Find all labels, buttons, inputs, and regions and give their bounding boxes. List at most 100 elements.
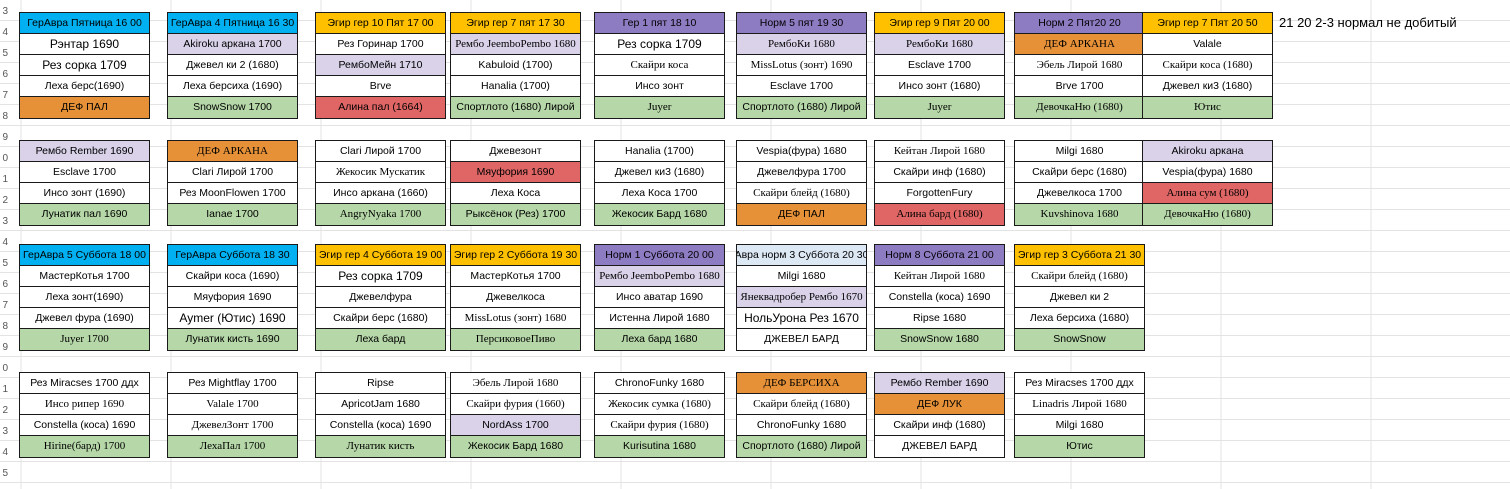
block-cell[interactable]: ДЕФ АРКАНА [1015, 34, 1144, 55]
block-cell[interactable]: Джевел ки 2 [1015, 287, 1144, 308]
block-header-cell[interactable]: ДЕФ АРКАНА [168, 141, 297, 162]
block-header-cell[interactable]: Норм 8 Суббота 21 00 [875, 245, 1004, 266]
block-cell[interactable]: Скайри блейд (1680) [1015, 266, 1144, 287]
block-cell[interactable]: Инсо зонт [595, 76, 724, 97]
block-cell[interactable]: Алина пал (1664) [316, 97, 445, 118]
block-cell[interactable]: Инсо зонт (1690) [20, 183, 149, 204]
block-cell[interactable]: Инсо рипер 1690 [20, 394, 149, 415]
row-number[interactable]: 9 [2, 342, 8, 353]
block-cell[interactable]: Esclave 1700 [20, 162, 149, 183]
block-header-cell[interactable]: Джевезонт [451, 141, 580, 162]
block-cell[interactable]: Леха берсиха (1690) [168, 76, 297, 97]
block-cell[interactable]: Скайри коса (1680) [1143, 55, 1272, 76]
block-cell[interactable]: Джевелфура 1700 [737, 162, 866, 183]
block-cell[interactable]: Рыксёнок (Рез) 1700 [451, 204, 580, 225]
row-number[interactable]: 3 [2, 6, 8, 17]
block-cell[interactable]: Леха Коса [451, 183, 580, 204]
block-cell[interactable]: Джевелкоса 1700 [1015, 183, 1144, 204]
block-cell[interactable]: Инсо зонт (1680) [875, 76, 1004, 97]
block-cell[interactable]: Kurisutina 1680 [595, 436, 724, 457]
block-cell[interactable]: Скайри инф (1680) [875, 162, 1004, 183]
row-number[interactable]: 0 [2, 153, 8, 164]
row-number[interactable]: 6 [2, 69, 8, 80]
block-cell[interactable]: Жекосик сумка (1680) [595, 394, 724, 415]
block-cell[interactable]: Kuvshinova 1680 [1015, 204, 1144, 225]
block-cell[interactable]: Juyer [595, 97, 724, 118]
block-header-cell[interactable]: Рез Mightflay 1700 [168, 373, 297, 394]
row-number[interactable]: 1 [2, 174, 8, 185]
block-cell[interactable]: Ripse 1680 [875, 308, 1004, 329]
block-cell[interactable]: Juyer 1700 [20, 329, 149, 350]
block-cell[interactable]: Скайри фурия (1680) [595, 415, 724, 436]
block-cell[interactable]: ForgottenFury [875, 183, 1004, 204]
block-cell[interactable]: Джевел ки3 (1680) [595, 162, 724, 183]
block-cell[interactable]: Constella (коса) 1690 [316, 415, 445, 436]
block-header-cell[interactable]: Akiroku аркана [1143, 141, 1272, 162]
block-cell[interactable]: Спортлото (1680) Лирой [737, 97, 866, 118]
block-cell[interactable]: МастерКотья 1700 [20, 266, 149, 287]
block-header-cell[interactable]: Кейтан Лирой 1680 [875, 141, 1004, 162]
row-number[interactable]: 5 [2, 258, 8, 269]
block-header-cell[interactable]: Vespia(фура) 1680 [737, 141, 866, 162]
block-cell[interactable]: ДЕФ ЛУК [875, 394, 1004, 415]
block-cell[interactable]: Инсо аркана (1660) [316, 183, 445, 204]
block-cell[interactable]: ЛехаПал 1700 [168, 436, 297, 457]
block-header-cell[interactable]: ChronoFunky 1680 [595, 373, 724, 394]
block-cell[interactable]: Джевел фура (1690) [20, 308, 149, 329]
block-cell[interactable]: Кейтан Лирой 1680 [875, 266, 1004, 287]
block-header-cell[interactable]: ГерАвра 5 Суббота 18 00 [20, 245, 149, 266]
block-header-cell[interactable]: Эгир гер 4 Суббота 19 00 [316, 245, 445, 266]
block-cell[interactable]: Жекосик Мускатик [316, 162, 445, 183]
block-cell[interactable]: ДЕФ ПАЛ [737, 204, 866, 225]
block-cell[interactable]: Спортлото (1680) Лирой [737, 436, 866, 457]
block-cell[interactable]: Рез сорка 1709 [595, 34, 724, 55]
block-header-cell[interactable]: Рембо Rember 1690 [875, 373, 1004, 394]
block-cell[interactable]: ПерсиковоеПиво [451, 329, 580, 350]
block-cell[interactable]: ДЖЕВЕЛ БАРД [737, 329, 866, 350]
row-number[interactable]: 4 [2, 27, 8, 38]
block-cell[interactable]: Valale [1143, 34, 1272, 55]
block-cell[interactable]: Рембо JeemboPembo 1680 [451, 34, 580, 55]
block-cell[interactable]: ДжевелЗонт 1700 [168, 415, 297, 436]
block-cell[interactable]: SnowSnow [1015, 329, 1144, 350]
block-cell[interactable]: Скайри коса (1690) [168, 266, 297, 287]
block-header-cell[interactable]: Рембо Rember 1690 [20, 141, 149, 162]
row-number[interactable]: 1 [2, 384, 8, 395]
row-number[interactable]: 7 [2, 300, 8, 311]
block-header-cell[interactable]: ГерАвра Суббота 18 30 [168, 245, 297, 266]
block-cell[interactable]: NordAss 1700 [451, 415, 580, 436]
block-cell[interactable]: Рэнтар 1690 [20, 34, 149, 55]
block-header-cell[interactable]: Эгир гер 7 пят 17 30 [451, 13, 580, 34]
block-cell[interactable]: Juyer [875, 97, 1004, 118]
block-cell[interactable]: Леха бард 1680 [595, 329, 724, 350]
row-number[interactable]: 2 [2, 405, 8, 416]
block-cell[interactable]: AngryNyaka 1700 [316, 204, 445, 225]
block-header-cell[interactable]: Ripse [316, 373, 445, 394]
block-cell[interactable]: Clari Лирой 1700 [168, 162, 297, 183]
row-number[interactable]: 5 [2, 48, 8, 59]
block-cell[interactable]: ApricotJam 1680 [316, 394, 445, 415]
block-cell[interactable]: Скайри берс (1680) [1015, 162, 1144, 183]
block-cell[interactable]: SnowSnow 1680 [875, 329, 1004, 350]
block-cell[interactable]: Скайри фурия (1660) [451, 394, 580, 415]
block-cell[interactable]: Ютис [1143, 97, 1272, 118]
block-cell[interactable]: Леха Коса 1700 [595, 183, 724, 204]
row-number[interactable]: 4 [2, 447, 8, 458]
block-cell[interactable]: Рез сорка 1709 [316, 266, 445, 287]
block-cell[interactable]: РембоКи 1680 [737, 34, 866, 55]
block-cell[interactable]: Эбель Лирой 1680 [1015, 55, 1144, 76]
block-cell[interactable]: Инсо аватар 1690 [595, 287, 724, 308]
block-header-cell[interactable]: Гер 1 пят 18 10 [595, 13, 724, 34]
block-cell[interactable]: РембоМейн 1710 [316, 55, 445, 76]
block-cell[interactable]: SnowSnow 1700 [168, 97, 297, 118]
row-number[interactable]: 8 [2, 321, 8, 332]
block-cell[interactable]: Мяуфория 1690 [168, 287, 297, 308]
block-cell[interactable]: Скайри инф (1680) [875, 415, 1004, 436]
block-header-cell[interactable]: Эгир гер 7 Пят 20 50 [1143, 13, 1272, 34]
block-cell[interactable]: Kabuloid (1700) [451, 55, 580, 76]
row-number[interactable]: 2 [2, 195, 8, 206]
block-cell[interactable]: Янеквадробер Рембо 1670 [737, 287, 866, 308]
block-cell[interactable]: Aymer (Ютис) 1690 [168, 308, 297, 329]
block-cell[interactable]: МастерКотья 1700 [451, 266, 580, 287]
block-cell[interactable]: Спортлото (1680) Лирой [451, 97, 580, 118]
